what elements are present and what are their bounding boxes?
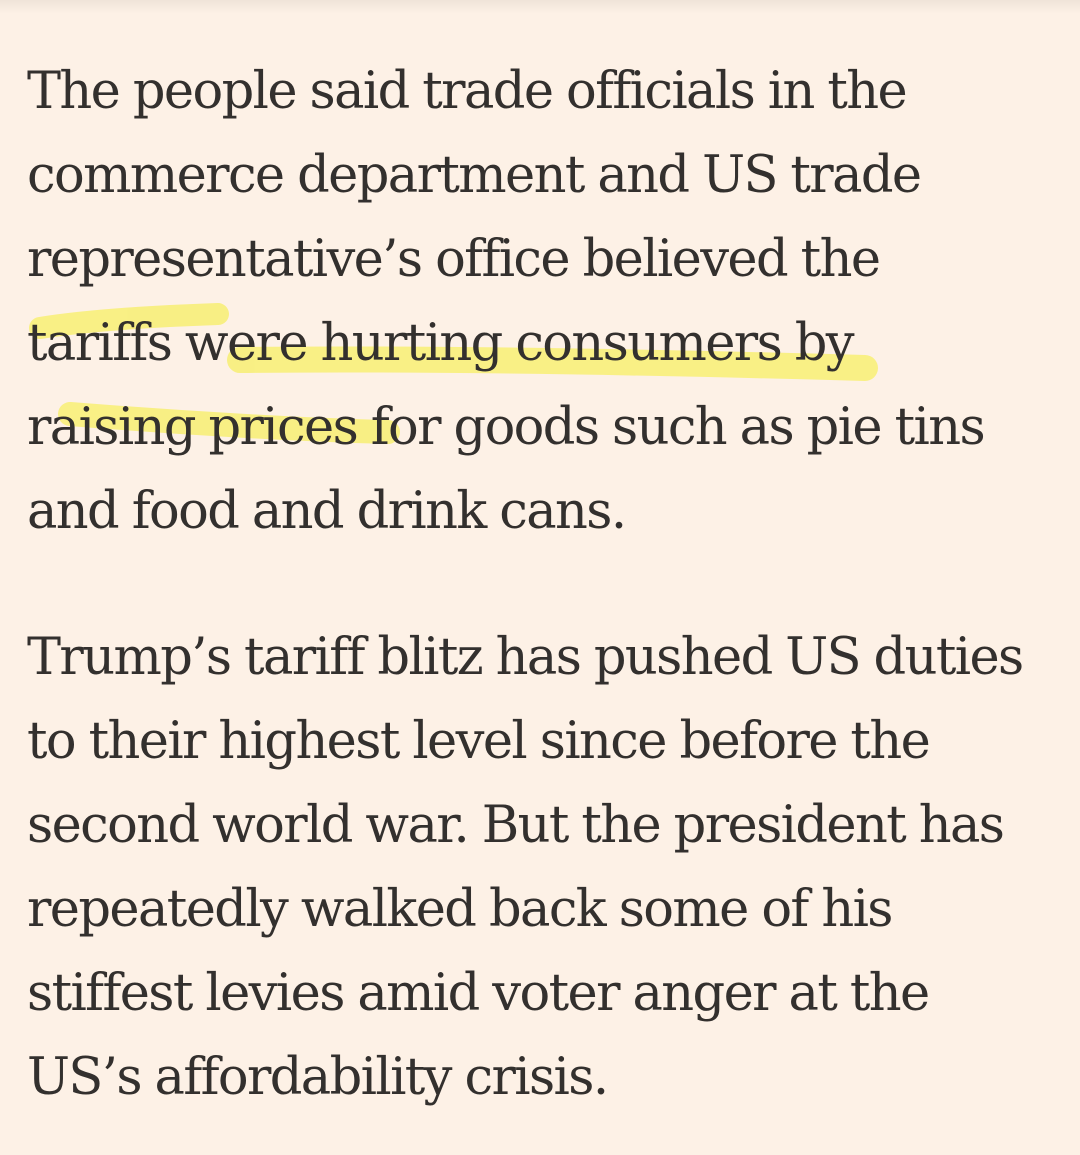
text-line-highlighted: tariffs were hurting consumers by — [27, 314, 855, 373]
text-line: representative’s office believed the — [27, 230, 881, 289]
text-line: The people said trade officials in the — [27, 62, 908, 121]
text-line: to their highest level since before the — [27, 712, 931, 771]
text-line: US’s affordability crisis. — [27, 1048, 609, 1107]
text-line: repeatedly walked back some of his — [27, 880, 893, 939]
top-edge-shadow — [0, 0, 1080, 14]
text-line: Trump’s tariff blitz has pushed US dutie… — [27, 628, 1024, 687]
article-paragraph-1: The people said trade officials in the c… — [27, 50, 1067, 554]
article-paragraph-2: Trump’s tariff blitz has pushed US dutie… — [27, 616, 1067, 1120]
text-line: and food and drink cans. — [27, 482, 627, 541]
text-line: stiffest levies amid voter anger at the — [27, 964, 930, 1023]
text-line-highlighted: raising prices for goods such as pie tin… — [27, 398, 986, 457]
text-line: second world war. But the president has — [27, 796, 1005, 855]
text-line: commerce department and US trade — [27, 146, 922, 205]
article-body: The people said trade officials in the c… — [27, 50, 1067, 1120]
